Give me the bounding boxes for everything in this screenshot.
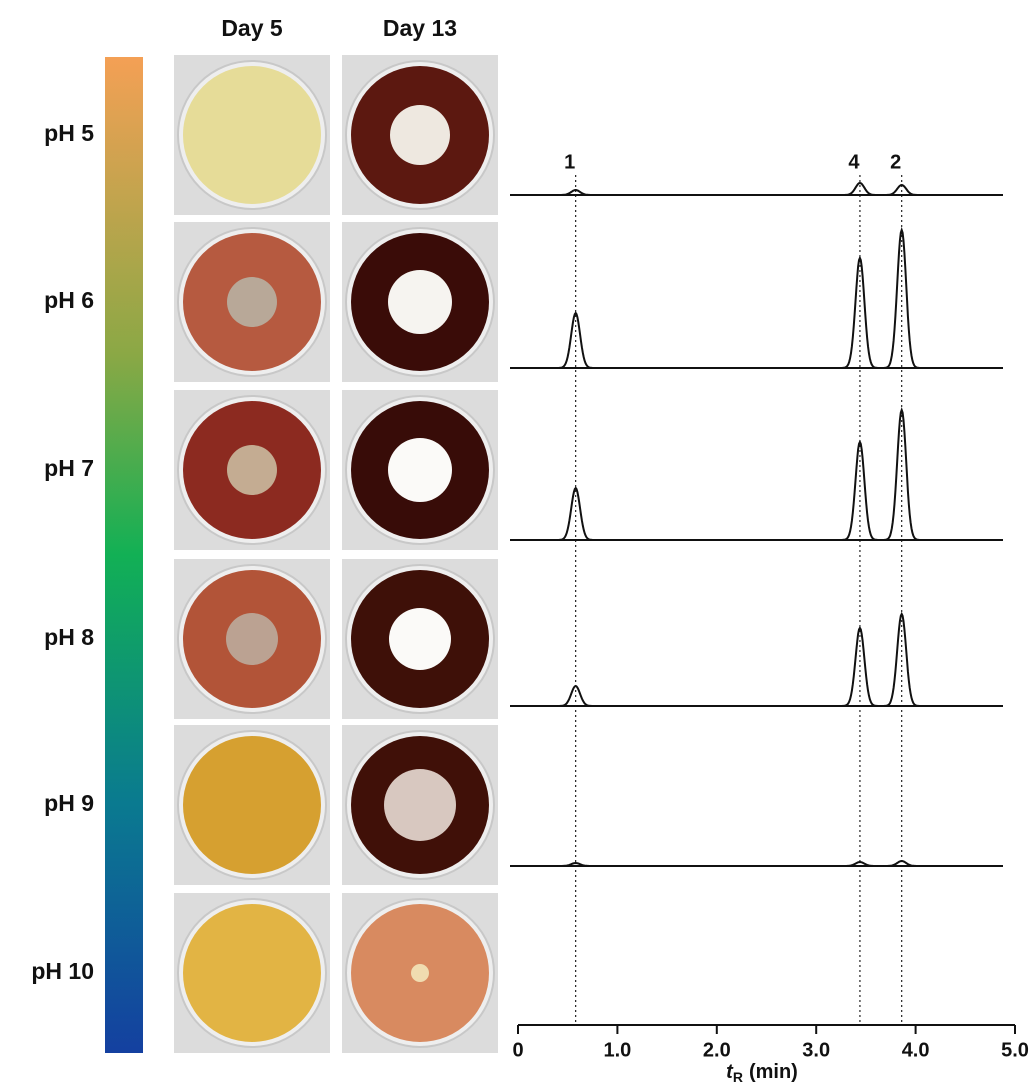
dish-colony xyxy=(389,608,451,670)
dish-colony xyxy=(226,613,278,665)
dish-medium xyxy=(183,736,321,874)
dish-colony xyxy=(227,277,277,327)
peak-label: 4 xyxy=(848,151,860,173)
row-label: pH 5 xyxy=(44,120,94,146)
row-label: pH 10 xyxy=(31,958,94,984)
peak-label: 2 xyxy=(890,151,901,173)
x-tick-label: 5.0 xyxy=(1001,1039,1029,1061)
column-header: Day 13 xyxy=(383,15,457,41)
dish-colony xyxy=(384,769,456,841)
dish-colony xyxy=(227,445,277,495)
x-tick-label: 4.0 xyxy=(902,1039,930,1061)
x-tick-label: 1.0 xyxy=(603,1039,631,1061)
x-tick-label: 3.0 xyxy=(802,1039,830,1061)
peak xyxy=(842,183,878,195)
dish-medium xyxy=(183,904,321,1042)
row-label: pH 6 xyxy=(44,287,94,313)
x-axis-subscript: R xyxy=(733,1069,743,1085)
figure: tR(min) Day 5Day 13pH 5pH 6pH 7pH 8pH 9p… xyxy=(0,0,1036,1088)
dish-colony xyxy=(388,270,452,334)
dish-colony xyxy=(388,438,452,502)
ph-color-bar xyxy=(105,57,143,1053)
dish-medium xyxy=(183,66,321,204)
row-label: pH 9 xyxy=(44,790,94,816)
x-axis-label: tR(min) xyxy=(726,1061,798,1084)
row-label: pH 8 xyxy=(44,624,94,650)
dish-colony xyxy=(390,105,450,165)
dish-colony xyxy=(411,964,429,982)
column-header: Day 5 xyxy=(221,15,283,41)
row-label: pH 7 xyxy=(44,455,94,481)
x-tick-label: 0 xyxy=(512,1039,523,1061)
x-axis-unit: (min) xyxy=(749,1061,798,1083)
peak-label: 1 xyxy=(564,151,575,173)
x-tick-label: 2.0 xyxy=(703,1039,731,1061)
